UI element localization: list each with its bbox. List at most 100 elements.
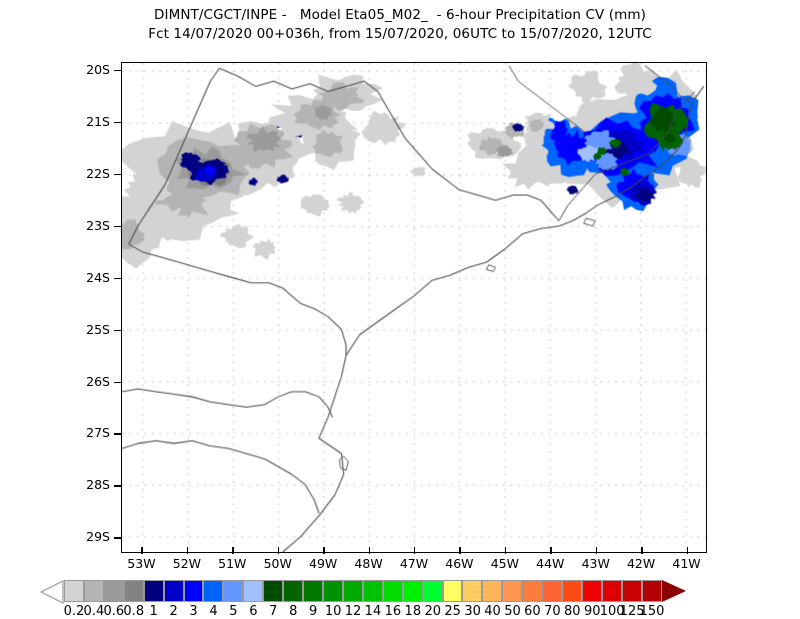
colorbar-swatch [442, 580, 463, 602]
colorbar-tick-label: 2 [169, 604, 178, 619]
colorbar-tick-label: 6 [249, 604, 258, 619]
xtick-label: 42W [626, 556, 656, 571]
colorbar-swatch [522, 580, 543, 602]
ytick-label: 29S [86, 529, 110, 545]
xtick-mark [232, 547, 234, 554]
colorbar-tick-label: 90 [583, 604, 601, 619]
xtick-label: 52W [172, 556, 201, 571]
colorbar-swatch [203, 580, 224, 602]
colorbar-swatch [382, 580, 403, 602]
colorbar-tick-label: 100 [599, 604, 625, 619]
ytick-label: 25S [86, 321, 110, 337]
xtick-mark [186, 547, 189, 554]
precipitation-map-canvas [122, 63, 706, 552]
colorbar-swatch [64, 580, 84, 602]
xtick-label: 49W [309, 556, 338, 571]
colorbar-swatch [402, 580, 423, 602]
xtick-mark [141, 547, 143, 554]
colorbar-tick-label: 0.8 [123, 604, 145, 619]
xtick-mark [368, 547, 370, 554]
colorbar-tick-label: 70 [544, 604, 561, 619]
ytick-mark [114, 329, 121, 331]
colorbar-swatch [243, 580, 264, 602]
colorbar-swatch [263, 580, 284, 602]
colorbar-tick-label: 9 [309, 604, 318, 619]
colorbar-tick-label: 125 [619, 604, 645, 619]
colorbar-swatch [103, 580, 124, 602]
colorbar-tick-label: 12 [344, 604, 362, 619]
xtick-mark [414, 547, 416, 554]
colorbar-tick-label: 30 [464, 604, 481, 619]
colorbar-swatch [83, 580, 104, 602]
xtick-label: 47W [399, 556, 429, 571]
ytick-label: 24S [86, 269, 110, 285]
colorbar-tick-label: 7 [269, 604, 278, 619]
xtick-mark [504, 547, 507, 554]
title-line-1: DIMNT/CGCT/INPE - Model Eta05_M02_ - 6-h… [154, 7, 646, 23]
xtick-label: 43W [581, 556, 610, 571]
xtick-label: 51W [218, 556, 247, 571]
xtick-mark [459, 547, 461, 554]
colorbar-swatch [183, 580, 204, 602]
colorbar-swatch [123, 580, 144, 602]
colorbar-tick-label: 0.4 [83, 604, 105, 619]
colorbar-swatch [283, 580, 304, 602]
colorbar-swatch [223, 580, 244, 602]
colorbar-tick-label: 16 [384, 604, 402, 619]
xtick-label: 41W [672, 556, 701, 571]
colorbar-tick-label: 0.2 [63, 604, 85, 619]
xtick-label: 45W [490, 556, 519, 571]
xtick-label: 48W [354, 556, 383, 571]
colorbar-tick-label: 150 [639, 604, 665, 619]
xtick-label: 50W [263, 556, 292, 571]
colorbar-tick-label: 18 [404, 604, 422, 619]
ytick-mark [114, 381, 121, 383]
ytick-label: 28S [86, 477, 110, 493]
chart-title-block: DIMNT/CGCT/INPE - Model Eta05_M02_ - 6-h… [0, 6, 800, 44]
colorbar-swatch [143, 580, 164, 602]
title-line-2: Fct 14/07/2020 00+036h, from 15/07/2020,… [148, 26, 652, 42]
xtick-label: 46W [445, 556, 474, 571]
colorbar-tick-label: 25 [444, 604, 461, 619]
colorbar-tick-label: 4 [209, 604, 218, 619]
colorbar-swatch [163, 580, 184, 602]
xtick-mark [323, 547, 325, 554]
xtick-mark [686, 547, 688, 554]
ytick-mark [114, 433, 121, 435]
colorbar-swatches [64, 580, 662, 602]
colorbar-tick-label: 80 [564, 604, 581, 619]
colorbar-swatch [641, 580, 662, 602]
colorbar-tick-label: 10 [324, 604, 342, 619]
ytick-label: 22S [86, 165, 110, 181]
ytick-label: 26S [86, 373, 110, 389]
ytick-mark [114, 69, 121, 72]
ytick-mark [114, 277, 121, 279]
colorbar-swatch [601, 580, 622, 602]
xtick-mark [595, 547, 598, 554]
colorbar-swatch [581, 580, 602, 602]
xtick-mark [641, 547, 643, 554]
colorbar-swatch [342, 580, 363, 602]
colorbar-swatch [542, 580, 563, 602]
colorbar-tick-label: 50 [504, 604, 521, 619]
ytick-label: 21S [86, 113, 110, 129]
colorbar-swatch [462, 580, 483, 602]
ytick-mark [114, 173, 121, 176]
ytick-mark [114, 537, 121, 539]
ytick-label: 23S [86, 217, 110, 233]
colorbar-swatch [322, 580, 343, 602]
colorbar-tick-label: 5 [229, 604, 238, 619]
colorbar-swatch [422, 580, 443, 602]
colorbar: 0.2 0.4 0.6 0.8 1 2 3 4 5 6 7 8 9 10 12 14 16 18 20 25 30 40 5… [0, 575, 800, 619]
xtick-mark [277, 547, 280, 554]
colorbar-tick-label: 60 [524, 604, 541, 619]
xtick-label: 44W [536, 556, 565, 571]
colorbar-overflow-arrow-icon [662, 580, 686, 602]
colorbar-tick-label: 0.6 [103, 604, 125, 619]
colorbar-tick-label: 8 [289, 604, 298, 619]
colorbar-swatch [303, 580, 323, 602]
colorbar-underflow-arrow-icon [40, 580, 64, 604]
colorbar-swatch [502, 580, 523, 602]
ytick-mark [114, 225, 121, 228]
ytick-label: 20S [86, 61, 110, 77]
